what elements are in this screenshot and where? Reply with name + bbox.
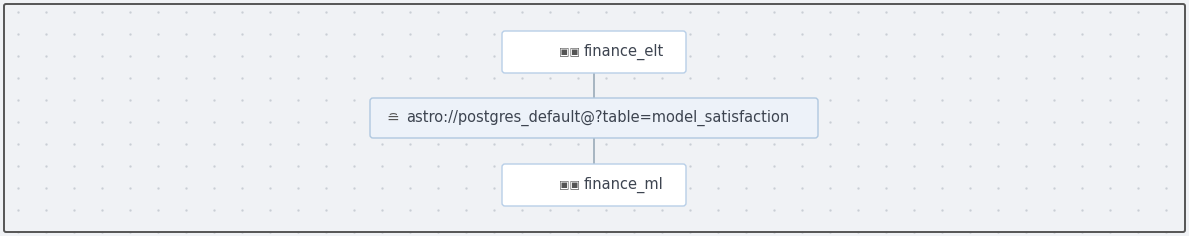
Text: finance_ml: finance_ml [584, 177, 663, 193]
Text: finance_elt: finance_elt [584, 44, 665, 60]
FancyBboxPatch shape [502, 164, 686, 206]
Text: ≘: ≘ [386, 110, 400, 126]
Text: ▣▣: ▣▣ [559, 180, 580, 190]
Text: astro://postgres_default@?table=model_satisfaction: astro://postgres_default@?table=model_sa… [405, 110, 789, 126]
FancyBboxPatch shape [370, 98, 818, 138]
FancyBboxPatch shape [502, 31, 686, 73]
Text: ▣▣: ▣▣ [559, 47, 580, 57]
